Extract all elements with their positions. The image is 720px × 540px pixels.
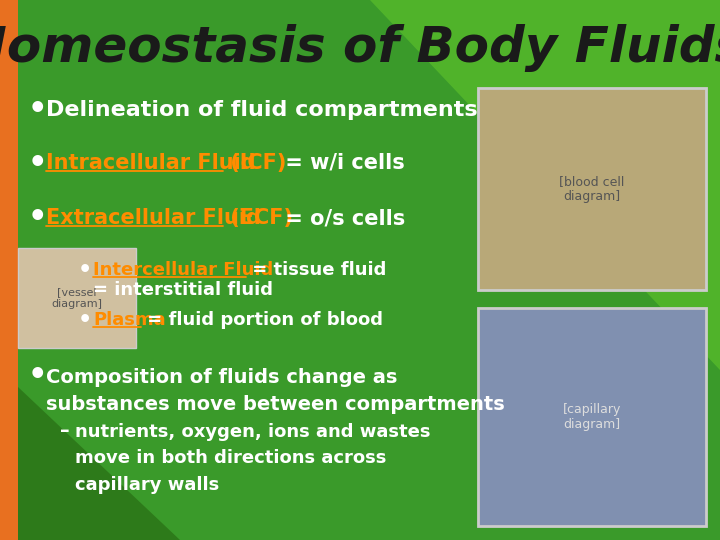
Text: Intercellular Fluid: Intercellular Fluid bbox=[93, 261, 274, 279]
Polygon shape bbox=[370, 0, 720, 370]
Text: = interstitial fluid: = interstitial fluid bbox=[93, 281, 273, 299]
Polygon shape bbox=[0, 370, 180, 540]
Text: [capillary
diagram]: [capillary diagram] bbox=[563, 403, 621, 431]
Text: •: • bbox=[78, 260, 92, 280]
Text: –: – bbox=[60, 421, 70, 440]
Text: Composition of fluids change as
substances move between compartments: Composition of fluids change as substanc… bbox=[46, 368, 505, 414]
Bar bbox=[18, 248, 136, 348]
Text: = tissue fluid: = tissue fluid bbox=[246, 261, 387, 279]
Text: (ICF): (ICF) bbox=[222, 153, 286, 173]
Bar bbox=[478, 308, 706, 526]
Bar bbox=[478, 88, 706, 290]
Text: = fluid portion of blood: = fluid portion of blood bbox=[141, 311, 383, 329]
Text: •: • bbox=[28, 204, 48, 233]
Text: •: • bbox=[78, 310, 92, 330]
Text: Delineation of fluid compartments: Delineation of fluid compartments bbox=[46, 100, 477, 120]
Text: = w/i cells: = w/i cells bbox=[279, 153, 405, 173]
Text: •: • bbox=[28, 148, 48, 178]
Bar bbox=[0, 0, 18, 540]
Text: •: • bbox=[28, 96, 48, 125]
Text: = o/s cells: = o/s cells bbox=[279, 208, 406, 228]
Text: Homeostasis of Body Fluids: Homeostasis of Body Fluids bbox=[0, 24, 720, 72]
Text: nutrients, oxygen, ions and wastes
move in both directions across
capillary wall: nutrients, oxygen, ions and wastes move … bbox=[75, 423, 431, 494]
Text: Plasma: Plasma bbox=[93, 311, 166, 329]
Text: (ECF): (ECF) bbox=[222, 208, 293, 228]
Text: Intracellular Fluid: Intracellular Fluid bbox=[46, 153, 256, 173]
Text: •: • bbox=[28, 361, 48, 389]
Text: [blood cell
diagram]: [blood cell diagram] bbox=[559, 175, 625, 203]
Text: Extracellular Fluid: Extracellular Fluid bbox=[46, 208, 261, 228]
Text: [vessel
diagram]: [vessel diagram] bbox=[52, 287, 102, 309]
